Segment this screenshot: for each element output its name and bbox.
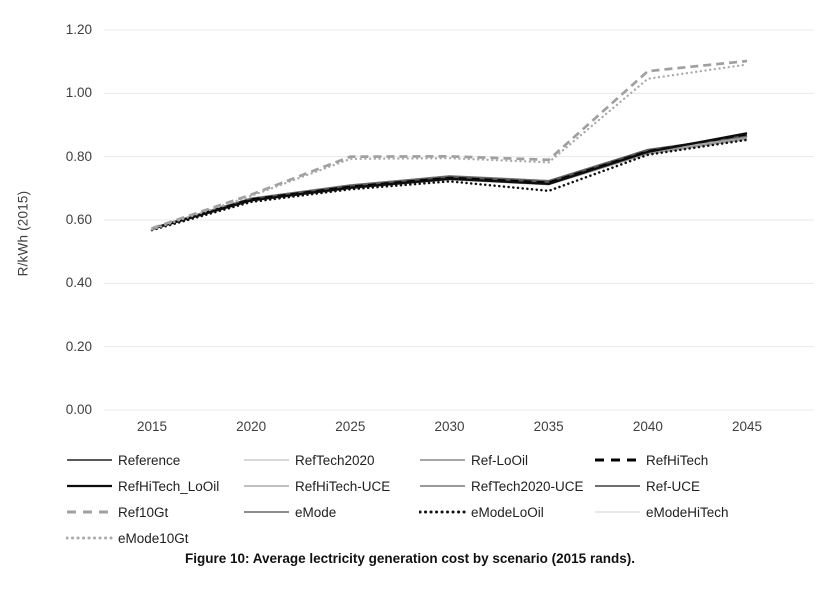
legend-label: Ref-LoOil (471, 452, 529, 468)
legend-line-swatch (244, 485, 289, 487)
y-tick-label: 1.00 (65, 85, 92, 101)
legend-line-swatch (66, 536, 113, 540)
legend-label: RefTech2020-UCE (471, 478, 584, 494)
legend-item-RefHiTech-UCE: RefHiTech-UCE (243, 479, 419, 494)
x-tick-label: 2015 (136, 419, 168, 434)
x-tick-label: 2020 (236, 419, 267, 434)
legend-label: eModeLoOil (471, 504, 544, 520)
legend-line-swatch (244, 459, 289, 461)
legend-label: RefHiTech_LoOil (118, 478, 220, 494)
legend-item-Ref10Gt: Ref10Gt (66, 505, 243, 520)
y-tick-label: 0.00 (65, 402, 92, 417)
x-tick-label: 2040 (632, 419, 663, 434)
y-tick-label: 1.20 (65, 21, 92, 37)
y-tick-label: 0.40 (65, 275, 92, 291)
legend-line-swatch (67, 510, 112, 514)
legend-label: RefHiTech (646, 452, 709, 468)
legend-label: RefHiTech-UCE (295, 478, 391, 494)
legend: Reference RefTech2020 Ref-LoOil RefHiTech Re… (66, 447, 811, 551)
legend-label: Ref10Gt (118, 504, 169, 520)
legend-item-RefTech2020: RefTech2020 (243, 453, 419, 468)
series-line-eModeLoOil (150, 138, 749, 232)
legend-line-swatch (420, 459, 465, 461)
legend-item-RefHiTech: RefHiTech (594, 453, 811, 468)
legend-label: Reference (118, 452, 181, 468)
legend-line-swatch (67, 459, 112, 461)
legend-line-swatch (595, 458, 640, 462)
legend-label: RefTech2020 (295, 452, 375, 468)
legend-item-Ref-LoOil: Ref-LoOil (419, 453, 594, 468)
legend-label: eMode (295, 504, 337, 520)
legend-line-swatch (244, 511, 289, 513)
legend-item-RefTech2020-UCE: RefTech2020-UCE (419, 479, 594, 494)
legend-item-eModeHiTech: eModeHiTech (594, 505, 811, 520)
legend-item-eMode10Gt: eMode10Gt (66, 531, 243, 546)
x-tick-label: 2025 (335, 419, 366, 434)
legend-item-eMode: eMode (243, 505, 419, 520)
y-tick-label: 0.20 (65, 338, 92, 354)
legend-label: Ref-UCE (646, 478, 701, 494)
series-line-Ref10Gt (151, 59, 748, 230)
x-tick-label: 2045 (731, 419, 763, 434)
legend-line-swatch (595, 511, 640, 513)
legend-item-Reference: Reference (66, 453, 243, 468)
y-axis-title: R/kWh (2015) (15, 190, 31, 277)
series-line-eMode10Gt (150, 63, 749, 231)
legend-line-swatch (595, 485, 640, 487)
legend-item-eModeLoOil: eModeLoOil (419, 505, 594, 520)
legend-line-swatch (419, 510, 466, 514)
legend-item-Ref-UCE: Ref-UCE (594, 479, 811, 494)
legend-line-swatch (67, 484, 112, 488)
legend-label: eMode10Gt (118, 530, 189, 546)
y-tick-label: 0.60 (65, 211, 92, 227)
legend-item-RefHiTech_LoOil: RefHiTech_LoOil (66, 479, 243, 494)
figure-caption: Figure 10: Average lectricity generation… (185, 551, 635, 566)
legend-label: eModeHiTech (646, 504, 729, 520)
y-tick-label: 0.80 (65, 148, 92, 164)
x-tick-label: 2030 (434, 419, 465, 434)
legend-line-swatch (420, 485, 465, 487)
series-line-RefHiTech_LoOil (151, 132, 748, 230)
x-tick-label: 2035 (533, 419, 564, 434)
series-line-RefTech2020-UCE (151, 137, 748, 230)
